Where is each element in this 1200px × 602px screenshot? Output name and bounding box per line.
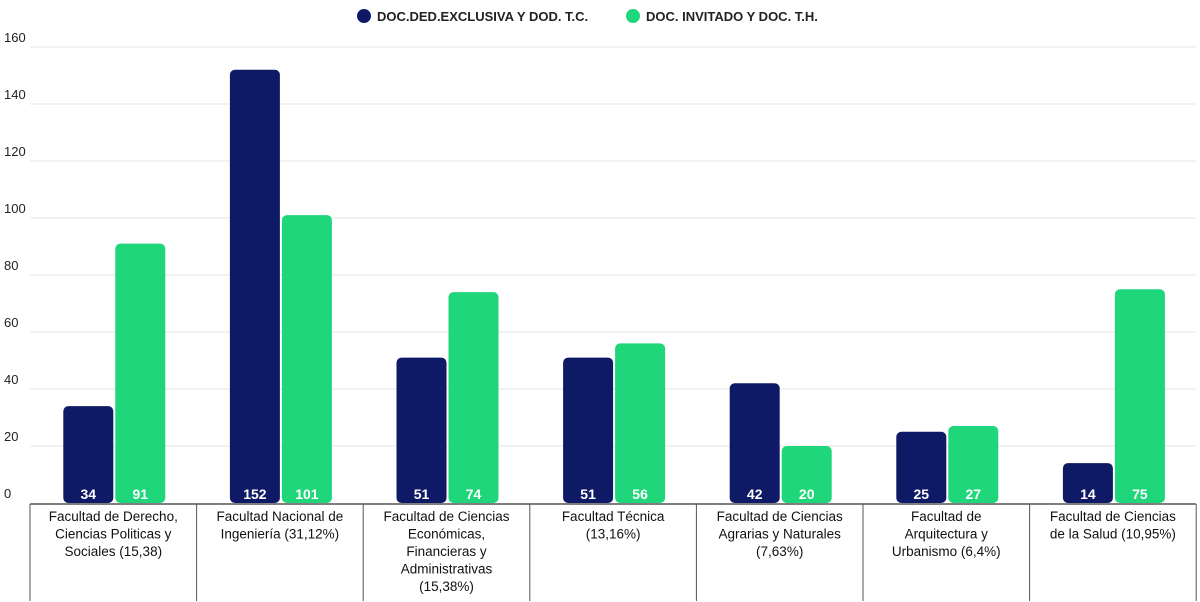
bar-exclusiva-1 [63, 406, 114, 503]
y-tick-label: 120 [4, 144, 26, 159]
data-label: 101 [295, 486, 319, 502]
y-tick-label: 60 [4, 315, 18, 330]
category-label: Facultad de Ciencias Económicas, Financier… [383, 509, 509, 594]
y-axis: 0 20 40 60 80 100 120 140 160 [4, 30, 26, 501]
data-label: 20 [799, 486, 815, 502]
category-label: Facultad de Arquitectura y Urbanismo (6,4%… [892, 509, 1001, 559]
data-label: 27 [966, 486, 982, 502]
data-label: 56 [632, 486, 648, 502]
y-tick-label: 160 [4, 30, 26, 45]
legend-swatch [626, 9, 640, 23]
bar-exclusiva-2 [229, 69, 280, 504]
category-label: Facultad de Ciencias de la Salud (10,95%) [1050, 509, 1176, 542]
data-label: 74 [466, 486, 482, 502]
legend: DOC.DED.EXCLUSIVA Y DOD. T.C. DOC. INVITA… [357, 9, 818, 24]
bar-invitado-1 [115, 243, 166, 503]
bar-invitado-7 [1114, 289, 1165, 503]
bar-invitado-5 [781, 446, 832, 503]
category-table: Facultad de Derecho, Ciencias Politicas y… [29, 503, 1197, 601]
data-label: 25 [914, 486, 930, 502]
bar-invitado-2 [281, 215, 332, 503]
y-tick-label: 100 [4, 201, 26, 216]
legend-swatch [357, 9, 371, 23]
data-label: 91 [133, 486, 149, 502]
category-label: Facultad Nacional de Ingeniería (31,12%) [216, 509, 343, 542]
category-label: Facultad de Derecho, Ciencias Politicas y… [49, 509, 178, 559]
data-label: 14 [1080, 486, 1096, 502]
legend-label: DOC.DED.EXCLUSIVA Y DOD. T.C. [377, 9, 588, 24]
gridlines [30, 46, 1196, 447]
y-tick-label: 0 [4, 486, 11, 501]
data-label: 34 [81, 486, 97, 502]
bars: 34 91 152 101 51 74 51 56 42 20 25 27 14 75 [63, 69, 1165, 504]
bar-invitado-6 [948, 426, 999, 503]
bar-invitado-4 [615, 343, 666, 503]
data-label: 42 [747, 486, 763, 502]
y-tick-label: 40 [4, 372, 18, 387]
data-label: 152 [243, 486, 267, 502]
bar-exclusiva-4 [563, 357, 614, 503]
category-label: Facultad Técnica (13,16%) [562, 509, 665, 542]
y-tick-label: 20 [4, 429, 18, 444]
legend-label: DOC. INVITADO Y DOC. T.H. [646, 9, 818, 24]
y-tick-label: 80 [4, 258, 18, 273]
bar-exclusiva-7 [1062, 463, 1113, 503]
data-label: 51 [414, 486, 430, 502]
bar-exclusiva-5 [729, 383, 780, 503]
y-tick-label: 140 [4, 87, 26, 102]
data-label: 51 [580, 486, 596, 502]
bar-exclusiva-3 [396, 357, 447, 503]
bar-invitado-3 [448, 292, 499, 503]
data-label: 75 [1132, 486, 1148, 502]
category-label: Facultad de Ciencias Agrarias y Naturales… [717, 509, 843, 559]
bar-exclusiva-6 [896, 431, 947, 503]
